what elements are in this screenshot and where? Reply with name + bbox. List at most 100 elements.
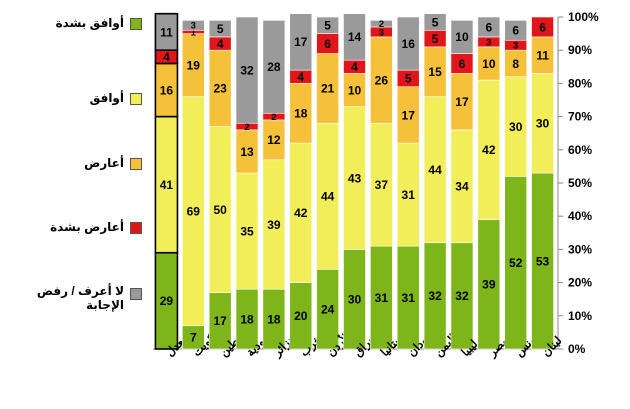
data-label: 41 bbox=[160, 178, 174, 192]
y-tick-label: 20% bbox=[568, 276, 592, 290]
data-label: 30 bbox=[348, 293, 362, 307]
data-label: 21 bbox=[321, 82, 335, 96]
y-tick-label: 90% bbox=[568, 43, 592, 57]
bar-segment bbox=[154, 12, 179, 52]
data-label: 32 bbox=[455, 289, 469, 303]
data-label: 17 bbox=[213, 314, 227, 328]
data-label: 50 bbox=[213, 203, 227, 217]
data-label: 28 bbox=[267, 60, 281, 74]
data-label: 44 bbox=[428, 163, 442, 177]
data-label: 6 bbox=[459, 57, 466, 71]
legend-label-strongly-disagree: أعارض بشدة bbox=[50, 220, 124, 234]
data-label: 24 bbox=[321, 302, 335, 316]
data-label: 42 bbox=[294, 206, 308, 220]
data-label: 69 bbox=[187, 205, 201, 219]
data-label: 17 bbox=[455, 95, 469, 109]
legend-item-agree: أوافق bbox=[4, 85, 144, 125]
legend-item-dont-know: لا أعرف / رفض الإجابة bbox=[4, 280, 144, 320]
bar-segment bbox=[289, 13, 313, 71]
data-label: 10 bbox=[348, 83, 362, 97]
data-label: 14 bbox=[348, 30, 362, 44]
data-label: 43 bbox=[348, 171, 362, 185]
y-tick-label: 0% bbox=[568, 342, 586, 356]
data-label: 3 bbox=[379, 27, 384, 38]
data-label: 3 bbox=[513, 41, 518, 52]
bar-segment bbox=[370, 20, 393, 28]
data-label: 4 bbox=[351, 60, 358, 74]
data-label: 3 bbox=[486, 37, 491, 48]
data-label: 13 bbox=[240, 145, 254, 159]
data-label: 6 bbox=[485, 20, 492, 34]
bar-segment bbox=[531, 16, 554, 38]
data-label: 44 bbox=[321, 190, 335, 204]
y-tick-label: 30% bbox=[568, 242, 592, 256]
bar-segment bbox=[477, 16, 501, 38]
data-label: 2 bbox=[379, 19, 384, 30]
y-tick-label: 40% bbox=[568, 209, 592, 223]
data-label: 32 bbox=[428, 289, 442, 303]
data-label: 32 bbox=[240, 63, 254, 77]
data-label: 5 bbox=[432, 15, 439, 29]
bar-segment bbox=[504, 20, 528, 41]
bar-segment bbox=[316, 16, 339, 34]
data-label: 34 bbox=[455, 180, 469, 194]
data-label: 11 bbox=[160, 25, 173, 39]
data-label: 3 bbox=[191, 21, 196, 32]
data-label: 31 bbox=[375, 291, 389, 305]
data-label: 16 bbox=[402, 37, 416, 51]
legend: أوافق بشدة أوافق أعارض أعارض بشدة لا أعر… bbox=[4, 0, 144, 409]
bar-segment bbox=[181, 20, 205, 31]
data-label: 15 bbox=[428, 65, 442, 79]
y-tick-label: 10% bbox=[568, 309, 592, 323]
data-label: 10 bbox=[455, 30, 469, 44]
data-label: 18 bbox=[267, 312, 281, 326]
data-label: 18 bbox=[240, 312, 254, 326]
data-label: 16 bbox=[160, 83, 174, 97]
data-label: 17 bbox=[294, 35, 308, 49]
data-label: 30 bbox=[509, 120, 523, 134]
data-label: 5 bbox=[324, 19, 331, 33]
y-tick-label: 50% bbox=[568, 176, 592, 190]
data-label: 4 bbox=[297, 70, 304, 84]
data-label: 6 bbox=[512, 24, 519, 38]
legend-item-disagree: أعارض bbox=[4, 150, 144, 190]
data-label: 29 bbox=[160, 294, 174, 308]
data-label: 26 bbox=[375, 73, 389, 87]
y-tick-label: 100% bbox=[568, 10, 599, 24]
data-label: 4 bbox=[163, 50, 170, 64]
data-label: 11 bbox=[536, 49, 549, 63]
data-label: 6 bbox=[324, 37, 331, 51]
data-label: 37 bbox=[375, 178, 389, 192]
legend-swatch-disagree bbox=[130, 158, 142, 170]
bar-segment bbox=[343, 13, 366, 61]
data-label: 23 bbox=[213, 82, 227, 96]
data-label: 39 bbox=[267, 218, 281, 232]
data-label: 2 bbox=[271, 112, 276, 123]
data-label: 10 bbox=[482, 57, 496, 71]
data-label: 20 bbox=[294, 309, 308, 323]
legend-swatch-dont-know bbox=[130, 288, 142, 300]
y-tick-label: 70% bbox=[568, 110, 592, 124]
data-label: 17 bbox=[402, 108, 416, 122]
data-label: 31 bbox=[402, 188, 416, 202]
bar-segment bbox=[235, 16, 259, 124]
y-tick-label: 60% bbox=[568, 143, 592, 157]
data-label: 5 bbox=[217, 22, 224, 36]
data-label: 6 bbox=[539, 20, 546, 34]
data-label: 5 bbox=[405, 72, 412, 86]
bar-segment bbox=[423, 13, 447, 31]
legend-label-disagree: أعارض bbox=[84, 156, 124, 170]
data-label: 19 bbox=[187, 58, 201, 72]
data-label: 52 bbox=[509, 256, 523, 270]
legend-swatch-agree bbox=[130, 93, 142, 105]
legend-swatch-strongly-agree bbox=[130, 18, 142, 30]
legend-item-strongly-agree: أوافق بشدة bbox=[4, 10, 144, 50]
legend-swatch-strongly-disagree bbox=[130, 222, 142, 234]
bar-segment bbox=[262, 20, 286, 114]
legend-label-dont-know: لا أعرف / رفض الإجابة bbox=[36, 284, 124, 312]
data-label: 5 bbox=[432, 32, 439, 46]
legend-item-strongly-disagree: أعارض بشدة bbox=[4, 214, 144, 254]
legend-label-strongly-agree: أوافق بشدة bbox=[55, 16, 124, 30]
data-label: 1 bbox=[191, 27, 197, 38]
